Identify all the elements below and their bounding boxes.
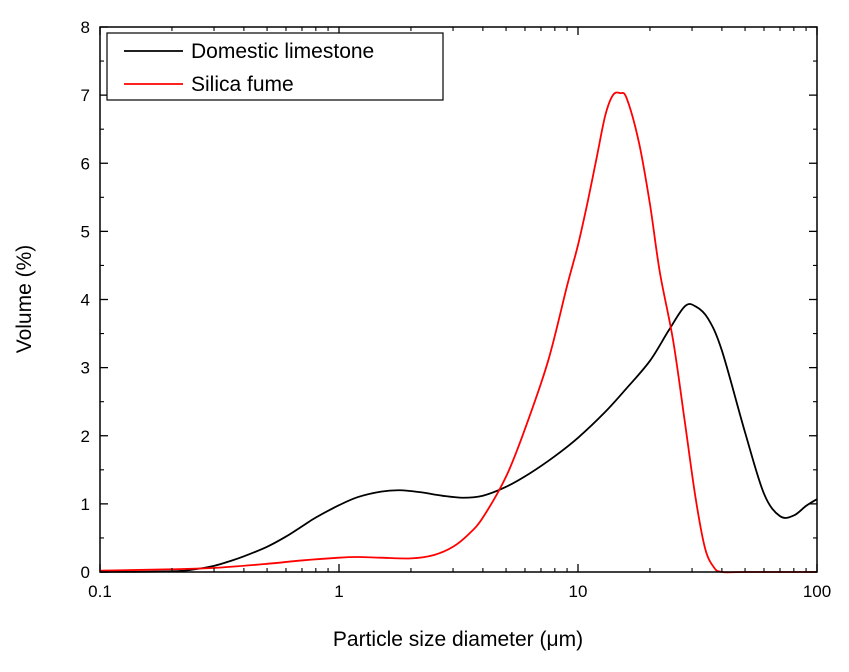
y-axis-title: Volume (%) xyxy=(13,245,36,354)
series-line-silica-fume xyxy=(99,91,817,574)
x-axis-title: Particle size diameter (μm) xyxy=(333,628,583,651)
y-tick-label: 5 xyxy=(81,222,90,241)
series-line-domestic-limestone xyxy=(99,303,818,573)
y-tick-label: 2 xyxy=(81,427,90,446)
y-tick-label: 6 xyxy=(81,154,90,173)
y-tick-label: 0 xyxy=(81,563,90,582)
x-tick-label: 10 xyxy=(569,582,588,601)
y-tick-label: 4 xyxy=(81,291,90,310)
x-tick-label: 0.1 xyxy=(88,582,112,601)
y-tick-label: 7 xyxy=(81,86,90,105)
legend-box xyxy=(106,32,444,101)
legend-label-domestic-limestone: Domestic limestone xyxy=(191,40,374,63)
plot-frame xyxy=(99,26,818,573)
legend: Domestic limestone Silica fume xyxy=(106,32,444,101)
y-tick-label: 8 xyxy=(81,18,90,37)
x-tick-label: 1 xyxy=(334,582,343,601)
ticks-layer: 0 1 2 3 4 5 6 7 8 0.1 1 10 100 xyxy=(81,18,832,601)
x-tick-label: 100 xyxy=(803,582,831,601)
y-tick-label: 1 xyxy=(81,495,90,514)
series-layer xyxy=(99,91,818,574)
y-tick-label: 3 xyxy=(81,359,90,378)
legend-label-silica-fume: Silica fume xyxy=(191,73,294,96)
